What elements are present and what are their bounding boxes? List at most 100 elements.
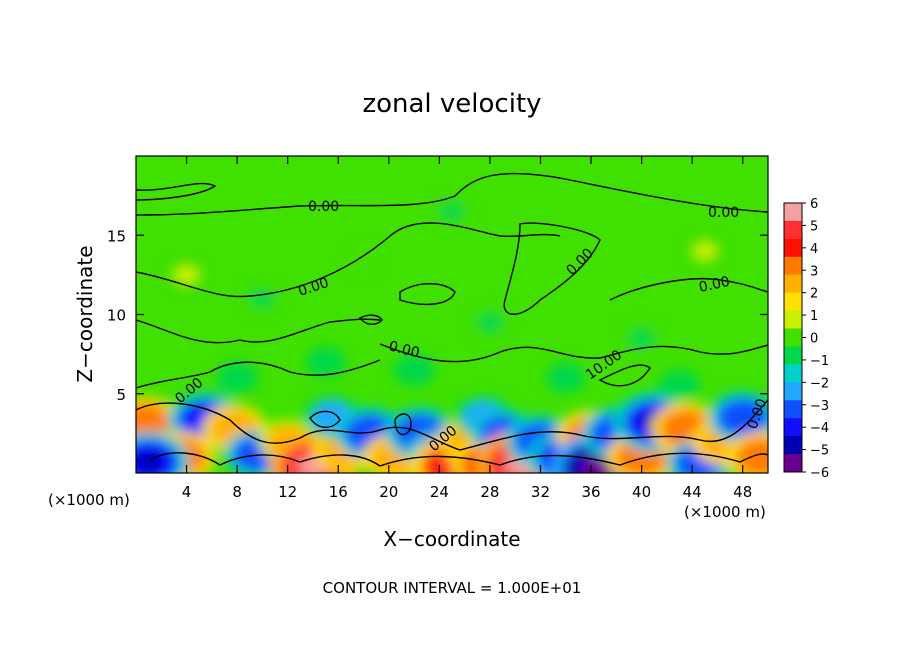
- x-tick-label: 24: [430, 483, 449, 501]
- anomaly-core: [311, 350, 341, 374]
- anomaly: [306, 346, 346, 378]
- colorbar-segment: [784, 400, 802, 419]
- anomaly-core: [735, 437, 768, 473]
- colorbar-segment: [784, 238, 802, 258]
- anomaly-core: [249, 288, 276, 309]
- contour-line: [136, 172, 768, 216]
- colorbar-tick-label: 0: [810, 332, 818, 347]
- contour-line: [379, 343, 768, 363]
- contour-line: [136, 222, 561, 298]
- x-tick-label: 4: [182, 483, 192, 501]
- contour-line: [598, 364, 651, 387]
- colorbar-tick-label: 5: [810, 219, 818, 234]
- contour-interval-note: CONTOUR INTERVAL = 1.000E+01: [323, 579, 582, 597]
- colorbar-segment: [784, 310, 802, 330]
- anomaly: [347, 246, 380, 272]
- x-tick-label: 32: [531, 483, 550, 501]
- anomaly: [434, 198, 470, 225]
- y-axis: 5 10 15: [107, 227, 768, 404]
- velocity-anomalies: [136, 198, 768, 473]
- colorbar-tick-label: −3: [810, 399, 829, 414]
- contour-line: [503, 222, 601, 315]
- colorbar-segment: [784, 418, 802, 437]
- x-tick-label: 28: [480, 483, 499, 501]
- colorbar-tick-label: 4: [810, 242, 818, 257]
- anomaly-core: [692, 241, 718, 261]
- colorbar-tick-label: −6: [810, 466, 829, 481]
- anomaly: [623, 324, 660, 353]
- y-tick-label: 5: [116, 386, 126, 404]
- x-unit-right: (×1000 m): [684, 503, 766, 521]
- contour-line: [394, 413, 412, 436]
- colorbar-segment: [784, 256, 802, 276]
- plot-area: 0.00 0.00 0.00 0.00 0.00 0.00 0.00 0.00 …: [136, 156, 768, 473]
- anomaly-core: [439, 201, 465, 222]
- contour-label: 0.00: [387, 338, 421, 361]
- anomaly-core: [351, 249, 376, 269]
- anomaly-peak: [581, 456, 613, 473]
- x-tick-label: 40: [632, 483, 651, 501]
- contour-line: [136, 399, 768, 451]
- anomaly: [726, 431, 768, 473]
- contour-line: [309, 410, 341, 428]
- anomaly: [688, 238, 722, 265]
- x-tick-label: 8: [232, 483, 242, 501]
- y-axis-label: Z−coordinate: [73, 245, 97, 382]
- anomaly-core: [398, 358, 430, 382]
- anomaly: [136, 431, 190, 473]
- colorbar-tick-label: 1: [810, 309, 818, 324]
- colorbar-segment: [784, 220, 802, 240]
- x-axis: 4 8 12 16 20 24 28 32 36 40 44 48: [182, 156, 752, 501]
- colorbar-tick-label: 6: [810, 197, 818, 212]
- x-tick-label: 36: [581, 483, 600, 501]
- anomaly-core: [476, 311, 504, 333]
- colorbar-segment: [784, 274, 802, 294]
- y-tick-label: 10: [107, 307, 126, 325]
- anomaly: [216, 361, 258, 394]
- colorbar-tick-label: 3: [810, 264, 818, 279]
- anomaly: [546, 362, 586, 394]
- colorbar: 6 5 4 3 2 1 0 −1 −2 −3 −4 −5 −6: [783, 197, 829, 481]
- colorbar-segment: [784, 382, 802, 401]
- contour-lines: [136, 172, 768, 467]
- colorbar-tick-label: 2: [810, 287, 818, 302]
- colorbar-segment: [784, 346, 802, 365]
- x-tick-label: 48: [733, 483, 752, 501]
- anomaly: [245, 285, 280, 313]
- contour-line: [399, 283, 456, 306]
- colorbar-tick-label: −5: [810, 444, 829, 459]
- x-unit-left: (×1000 m): [48, 491, 130, 509]
- anomaly-core: [221, 366, 253, 390]
- colorbar-tick-label: −1: [810, 354, 829, 369]
- x-axis-label: X−coordinate: [383, 527, 520, 551]
- colorbar-segment: [784, 292, 802, 312]
- x-tick-label: 12: [278, 483, 297, 501]
- x-tick-label: 44: [683, 483, 702, 501]
- colorbar-segment: [784, 203, 802, 222]
- anomaly-core: [664, 373, 695, 398]
- contour-line: [136, 182, 217, 201]
- contour-line: [136, 318, 381, 344]
- contour-label: 0.00: [698, 274, 732, 296]
- anomaly-core: [716, 398, 768, 437]
- anomaly-core: [628, 327, 656, 349]
- contour-line: [136, 359, 381, 389]
- contour-line: [149, 452, 768, 467]
- colorbar-segment: [784, 436, 802, 455]
- contour-label: 0.00: [708, 205, 739, 221]
- anomaly: [169, 261, 204, 289]
- anomaly: [658, 369, 701, 402]
- anomaly: [393, 353, 435, 386]
- anomaly-core: [173, 264, 200, 285]
- contour-line: [609, 278, 768, 301]
- anomaly: [707, 391, 768, 444]
- anomaly: [471, 308, 509, 337]
- contour-label: 0.00: [308, 199, 339, 215]
- anomaly-peak: [136, 451, 163, 472]
- y-tick-label: 15: [107, 227, 126, 245]
- x-tick-label: 20: [379, 483, 398, 501]
- contour-line: [358, 314, 383, 325]
- colorbar-tick-label: −2: [810, 376, 829, 391]
- chart-title: zonal velocity: [362, 89, 541, 119]
